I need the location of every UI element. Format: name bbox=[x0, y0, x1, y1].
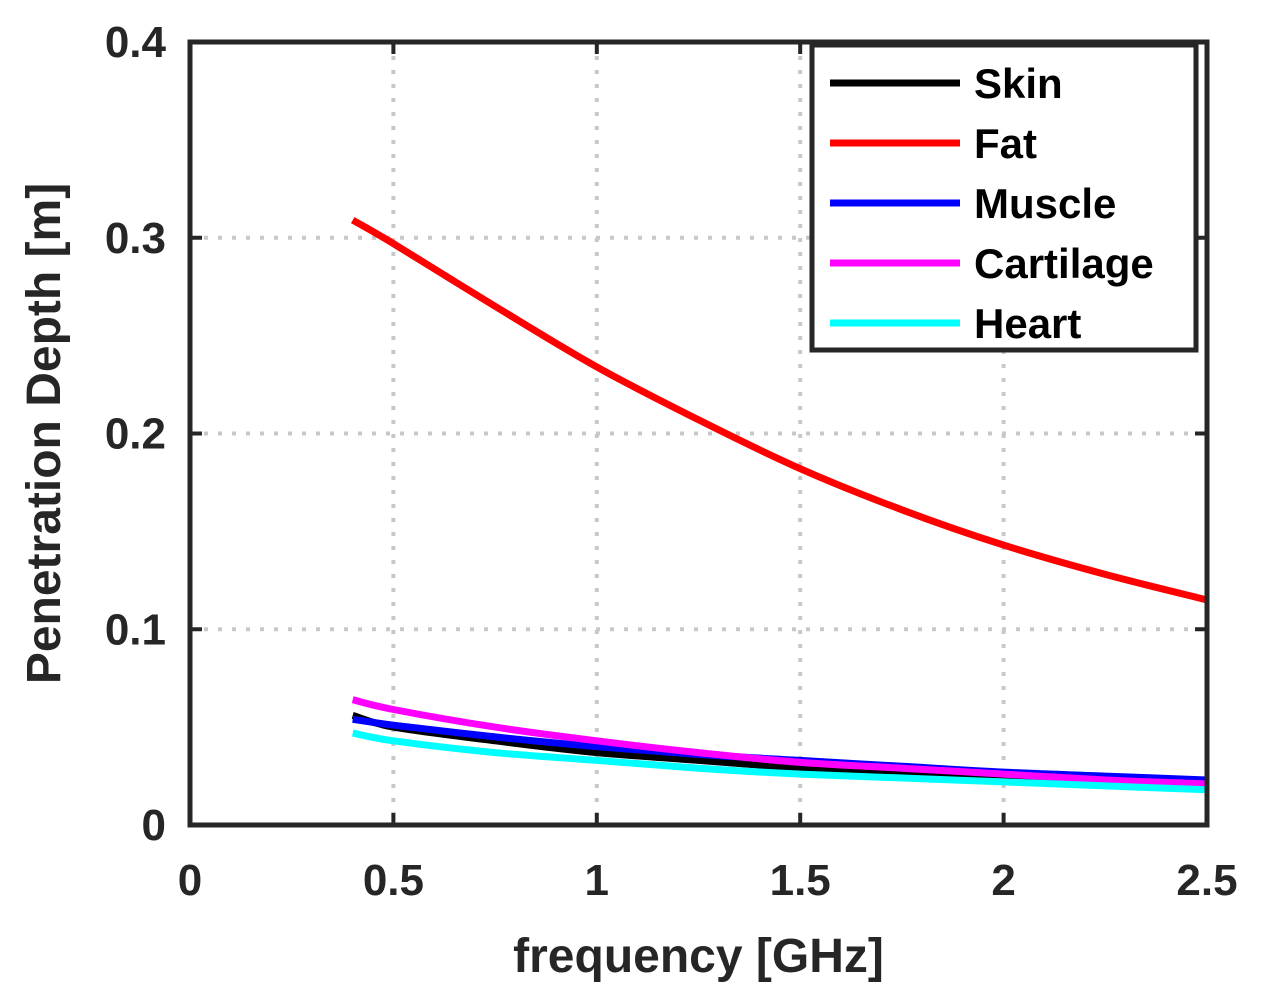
y-tick-label: 0.2 bbox=[105, 410, 166, 459]
legend: Skin Fat Muscle Cartilage Heart bbox=[809, 42, 1199, 353]
x-tick-label: 0 bbox=[178, 856, 202, 905]
legend-box bbox=[809, 42, 1199, 353]
y-tick-label: 0.4 bbox=[105, 18, 167, 67]
x-tick-labels: 0 0.5 1 1.5 2 2.5 bbox=[178, 856, 1238, 905]
tick-marks bbox=[188, 40, 1209, 827]
x-tick-label: 0.5 bbox=[363, 856, 424, 905]
series-line-heart bbox=[351, 729, 1208, 794]
series-line-fat bbox=[350, 217, 1208, 604]
legend-label-heart: Heart bbox=[974, 300, 1081, 347]
y-tick-label: 0.3 bbox=[105, 214, 166, 263]
legend-label-cartilage: Cartilage bbox=[974, 240, 1154, 287]
legend-label-skin: Skin bbox=[974, 60, 1063, 107]
series-lines bbox=[350, 217, 1208, 794]
grid-lines bbox=[190, 42, 1207, 825]
x-tick-label: 1.5 bbox=[770, 856, 831, 905]
x-tick-label: 2.5 bbox=[1176, 856, 1237, 905]
legend-label-muscle: Muscle bbox=[974, 180, 1116, 227]
x-tick-label: 2 bbox=[991, 856, 1015, 905]
y-tick-label: 0 bbox=[142, 801, 166, 850]
y-tick-labels: 0 0.1 0.2 0.3 0.4 bbox=[105, 18, 167, 850]
x-tick-label: 1 bbox=[585, 856, 609, 905]
series-line-cartilage bbox=[351, 696, 1208, 788]
y-tick-label: 0.1 bbox=[105, 605, 166, 654]
x-axis-label: frequency [GHz] bbox=[513, 930, 884, 983]
y-axis-label: Penetration Depth [m] bbox=[18, 183, 71, 684]
legend-label-fat: Fat bbox=[974, 120, 1037, 167]
